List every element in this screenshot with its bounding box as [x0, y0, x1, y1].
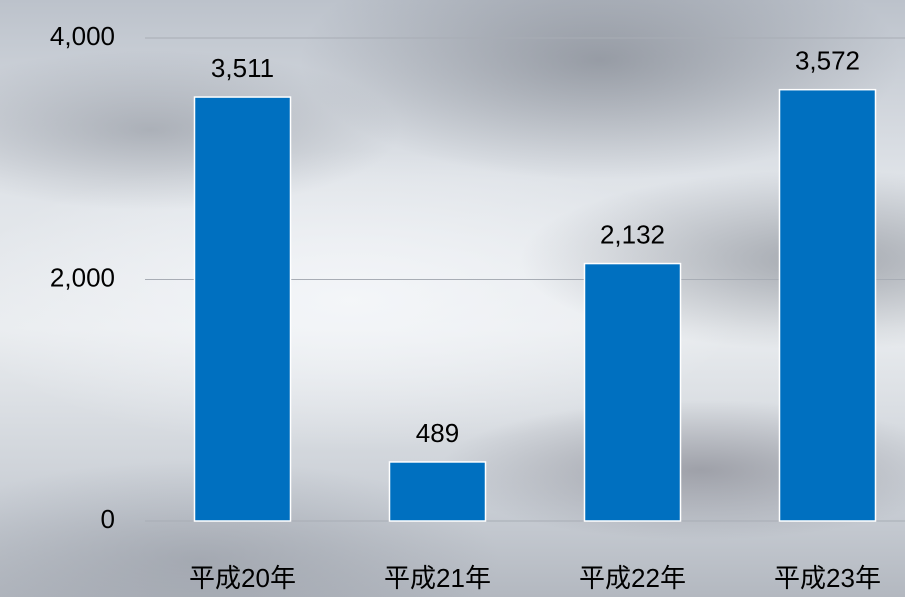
- y-tick-label: 4,000: [50, 21, 115, 51]
- y-tick-label: 2,000: [50, 262, 115, 292]
- x-tick-label: 平成20年: [189, 563, 296, 593]
- x-tick-label: 平成21年: [384, 563, 491, 593]
- value-label: 2,132: [600, 219, 665, 249]
- bar: [585, 264, 681, 521]
- bar: [780, 90, 876, 521]
- value-label: 489: [416, 418, 459, 448]
- x-tick-label: 平成23年: [774, 563, 881, 593]
- bar: [390, 462, 486, 521]
- y-tick-label: 0: [101, 504, 115, 534]
- bar: [195, 97, 291, 521]
- page: 0 2,000 4,000 平成20年 3,511 平成21年 489 平成22年 2,132 平…: [0, 0, 905, 597]
- x-tick-label: 平成22年: [579, 563, 686, 593]
- chart: 0 2,000 4,000 平成20年 3,511 平成21年 489 平成22年 2,132 平…: [0, 0, 905, 597]
- value-label: 3,572: [795, 46, 860, 76]
- value-label: 3,511: [211, 53, 274, 83]
